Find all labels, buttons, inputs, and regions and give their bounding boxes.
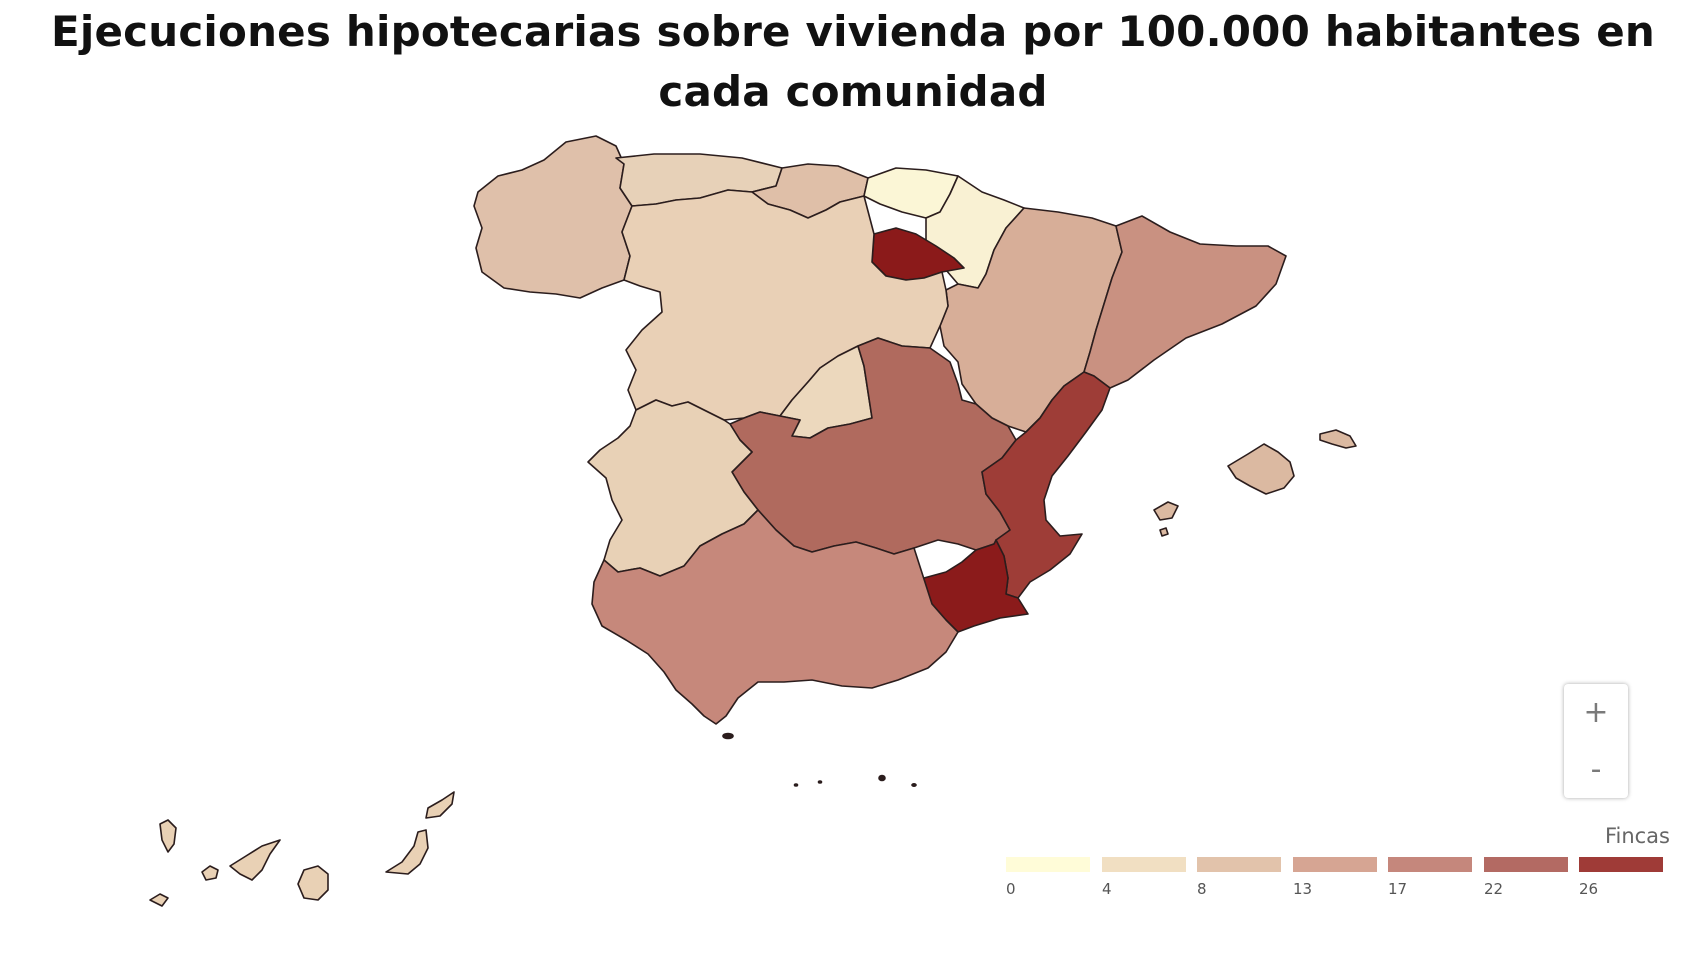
legend-tick-label: 13 [1293, 880, 1313, 898]
legend-swatch-1 [1102, 857, 1186, 872]
region-canarias-gran-canaria[interactable]: Canarias [297, 865, 329, 901]
legend-tick-label: 0 [1006, 880, 1016, 898]
region-canarias-el-hierro[interactable]: Canarias [149, 893, 169, 907]
zoom-in-button[interactable]: + [1583, 695, 1609, 730]
legend-swatch-5 [1484, 857, 1568, 872]
region-canarias-tenerife[interactable]: Canarias [229, 839, 281, 881]
region-comunitat-valenciana[interactable]: Comunitat Valenciana [981, 371, 1111, 599]
legend-tick-label: 26 [1579, 880, 1599, 898]
legend-swatch-2 [1197, 857, 1281, 872]
region-canarias-lanzarote[interactable]: Canarias [425, 791, 455, 819]
zoom-out-button[interactable]: - [1590, 752, 1602, 787]
legend-title: Fincas [1604, 824, 1670, 848]
region-cataluna[interactable]: Cataluña [1083, 215, 1287, 389]
region-galicia[interactable]: Galicia [473, 135, 633, 299]
legend-tick-label: 8 [1197, 880, 1207, 898]
legend-tick-label: 22 [1484, 880, 1504, 898]
region-canarias-la-palma[interactable]: Canarias [159, 819, 177, 853]
region-melilla[interactable]: Ceuta y Melilla [878, 774, 886, 782]
islet-marker: Ceuta y Melilla [817, 780, 823, 784]
islet-marker: Ceuta y Melilla [793, 783, 799, 787]
legend-swatch-6 [1579, 857, 1663, 872]
region-baleares-formentera[interactable]: Illes Balears [1159, 527, 1169, 537]
map-title: Ejecuciones hipotecarias sobre vivienda … [50, 7, 1656, 116]
region-baleares-menorca[interactable]: Illes Balears [1319, 429, 1357, 449]
region-murcia[interactable]: Región de Murcia [917, 539, 1029, 633]
region-andalucia[interactable]: Andalucía [591, 509, 959, 725]
legend-swatch-0 [1006, 857, 1090, 872]
region-ceuta[interactable]: Ceuta y Melilla [722, 732, 734, 740]
region-canarias-fuerteventura[interactable]: Canarias [385, 829, 429, 875]
zoom-control: + - [1564, 684, 1628, 798]
islet-marker: Ceuta y Melilla [911, 782, 917, 787]
legend-tick-label: 4 [1102, 880, 1112, 898]
region-canarias-gomera[interactable]: Canarias [201, 865, 219, 881]
region-baleares-mallorca[interactable]: Illes Balears [1227, 443, 1295, 495]
legend-swatch-4 [1388, 857, 1472, 872]
legend-tick-label: 17 [1388, 880, 1408, 898]
legend-swatch-3 [1293, 857, 1377, 872]
region-baleares-ibiza[interactable]: Illes Balears [1153, 501, 1179, 521]
